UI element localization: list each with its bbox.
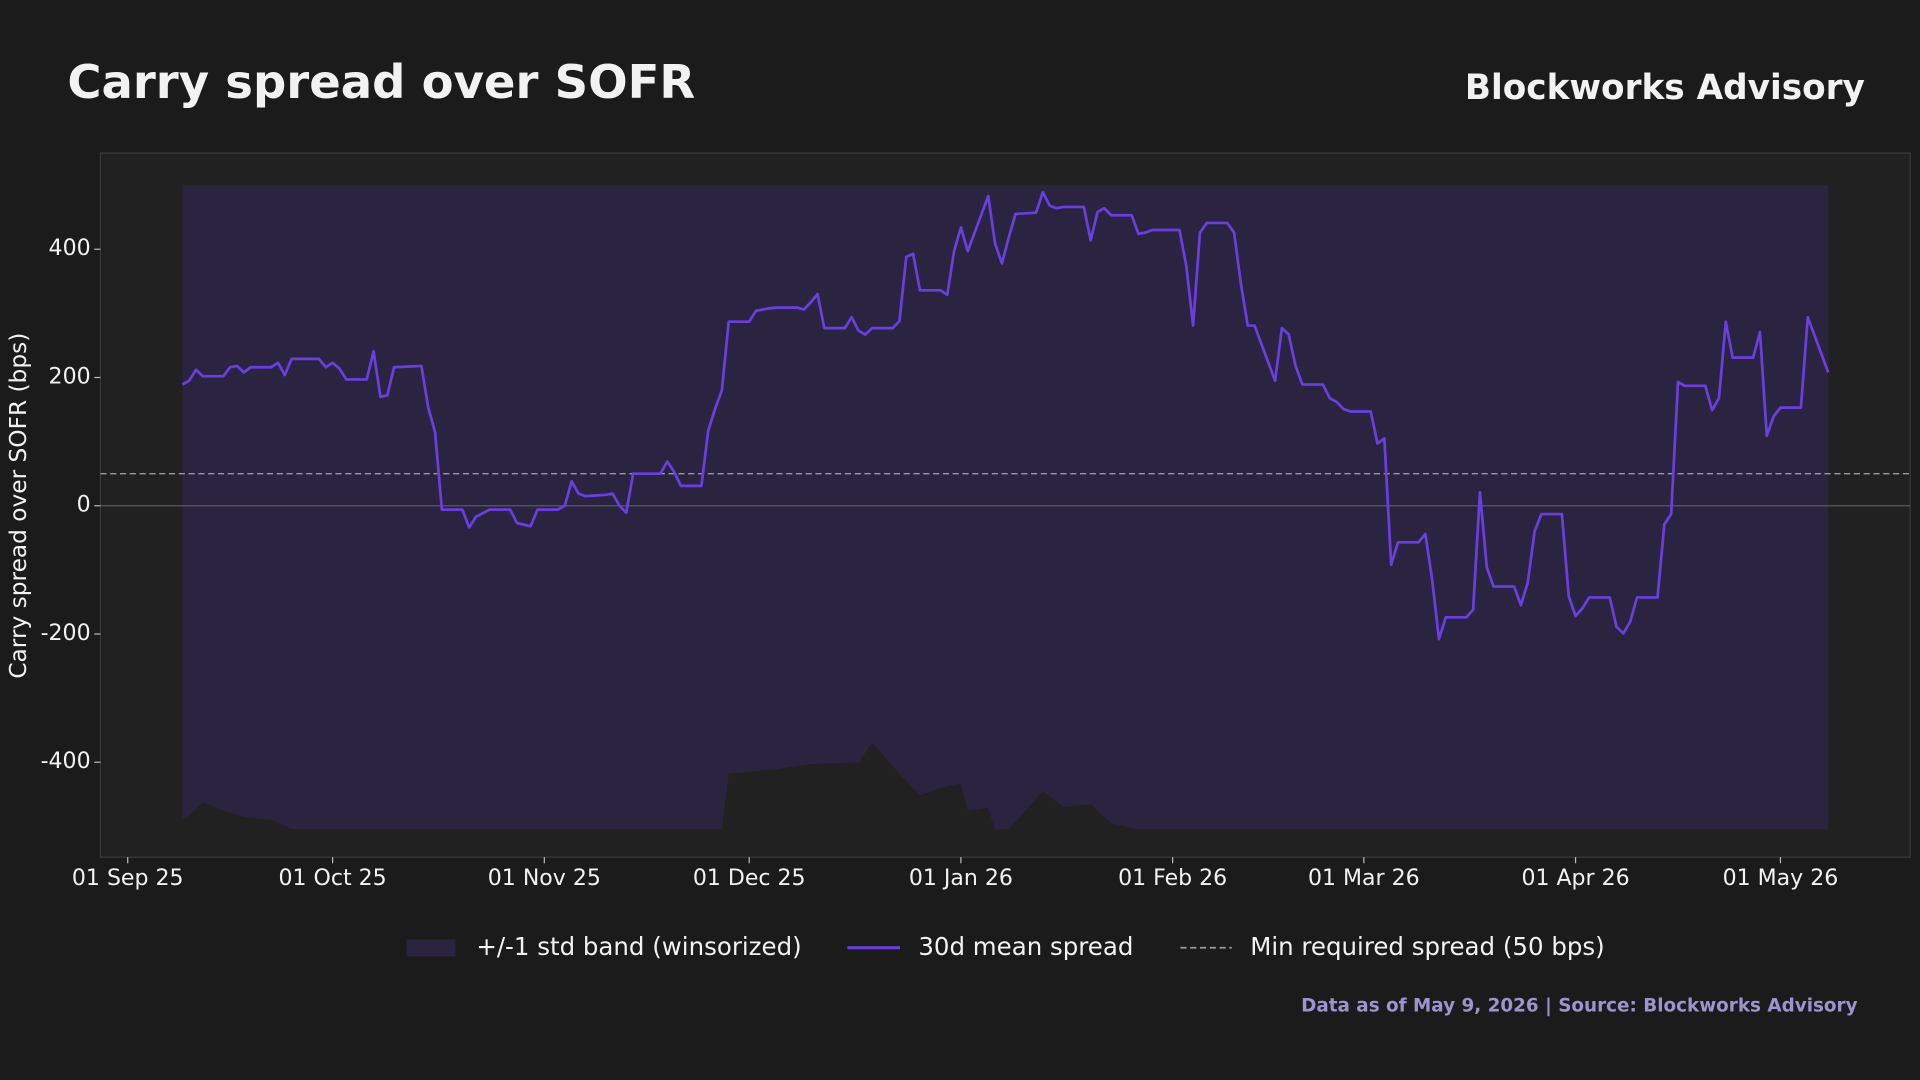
- y-tick-label: 400: [49, 236, 91, 261]
- y-tick-label: -400: [41, 749, 91, 774]
- brand: Blockworks Advisory: [1465, 68, 1865, 108]
- x-tick-label: 01 Nov 25: [488, 866, 601, 891]
- legend-swatch: [406, 939, 456, 957]
- x-tick-label: 01 Mar 26: [1308, 866, 1420, 891]
- x-tick-label: 01 Oct 25: [279, 866, 387, 891]
- x-tick-label: 01 Apr 26: [1521, 866, 1629, 891]
- x-tick-label: 01 Dec 25: [693, 866, 806, 891]
- y-tick-label: -200: [41, 621, 91, 646]
- y-tick-label: 200: [49, 364, 91, 389]
- footnote: Data as of May 9, 2026 | Source: Blockwo…: [1301, 996, 1857, 1017]
- legend-label: 30d mean spread: [918, 932, 1133, 961]
- x-tick-label: 01 Jan 26: [909, 866, 1013, 891]
- x-tick-label: 01 Sep 25: [72, 866, 184, 891]
- x-tick-label: 01 Feb 26: [1118, 866, 1227, 891]
- legend-label: Min required spread (50 bps): [1250, 932, 1604, 961]
- y-tick-label: 0: [77, 493, 91, 518]
- x-tick-label: 01 May 26: [1723, 866, 1839, 891]
- std-band: [182, 185, 1829, 830]
- chart-title: Carry spread over SOFR: [67, 55, 695, 109]
- y-axis-label: Carry spread over SOFR (bps): [5, 333, 32, 679]
- legend-label: +/-1 std band (winsorized): [476, 932, 801, 961]
- series-line: [181, 190, 1830, 641]
